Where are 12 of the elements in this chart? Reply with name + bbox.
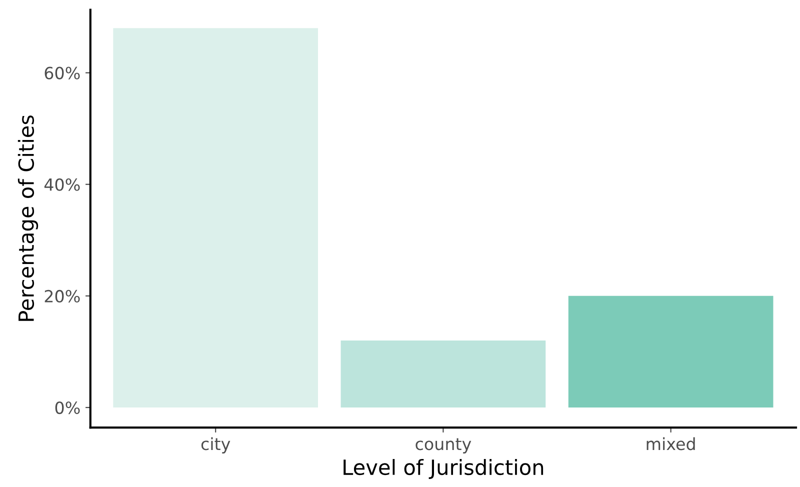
x-tick-label: mixed: [646, 437, 695, 450]
bar: [113, 28, 318, 408]
y-tick-label: 20%: [44, 290, 80, 302]
y-tick-label: 0%: [55, 401, 80, 414]
y-axis-title: Percentage of Cities: [18, 115, 38, 321]
y-tick-label: 60%: [44, 66, 80, 80]
bar: [340, 340, 546, 408]
x-tick-label: county: [416, 438, 472, 454]
x-tick-label: city: [201, 437, 230, 454]
x-axis-title: Level of Jurisdiction: [344, 458, 544, 479]
y-tick-label: 40%: [44, 178, 80, 191]
bar: [568, 296, 774, 408]
